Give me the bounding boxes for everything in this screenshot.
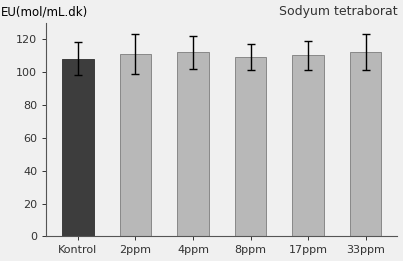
Bar [292, 56, 324, 236]
Bar [177, 52, 209, 236]
Bar [235, 57, 266, 236]
Bar [350, 52, 382, 236]
Bar [120, 54, 151, 236]
Text: EU(mol/mL.dk): EU(mol/mL.dk) [0, 5, 88, 18]
Text: Sodyum tetraborat: Sodyum tetraborat [279, 5, 397, 18]
Bar [62, 59, 94, 236]
